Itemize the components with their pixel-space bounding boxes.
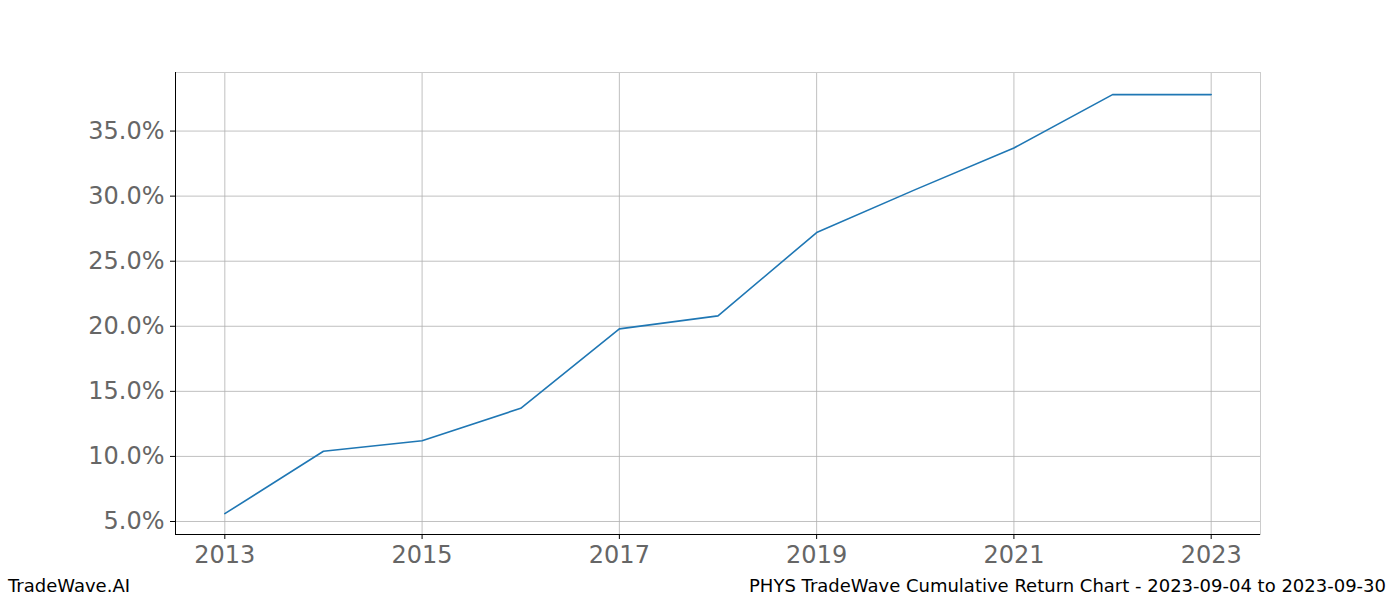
html-text:TradeWave.AI: TradeWave.AI [8, 575, 130, 596]
svg-text:10.0%: 10.0% [88, 442, 164, 470]
svg-text:2017: 2017 [589, 541, 650, 569]
svg-text:20.0%: 20.0% [88, 312, 164, 340]
svg-text:30.0%: 30.0% [88, 182, 164, 210]
html-text:PHYS TradeWave Cumulative Retu: PHYS TradeWave Cumulative Return Chart -… [749, 575, 1386, 596]
svg-text:5.0%: 5.0% [104, 507, 165, 535]
svg-text:15.0%: 15.0% [88, 377, 164, 405]
svg-text:2015: 2015 [392, 541, 453, 569]
svg-text:35.0%: 35.0% [88, 117, 164, 145]
svg-text:2021: 2021 [983, 541, 1044, 569]
svg-text:25.0%: 25.0% [88, 247, 164, 275]
svg-text:2013: 2013 [194, 541, 255, 569]
svg-text:2023: 2023 [1181, 541, 1242, 569]
svg-text:2019: 2019 [786, 541, 847, 569]
